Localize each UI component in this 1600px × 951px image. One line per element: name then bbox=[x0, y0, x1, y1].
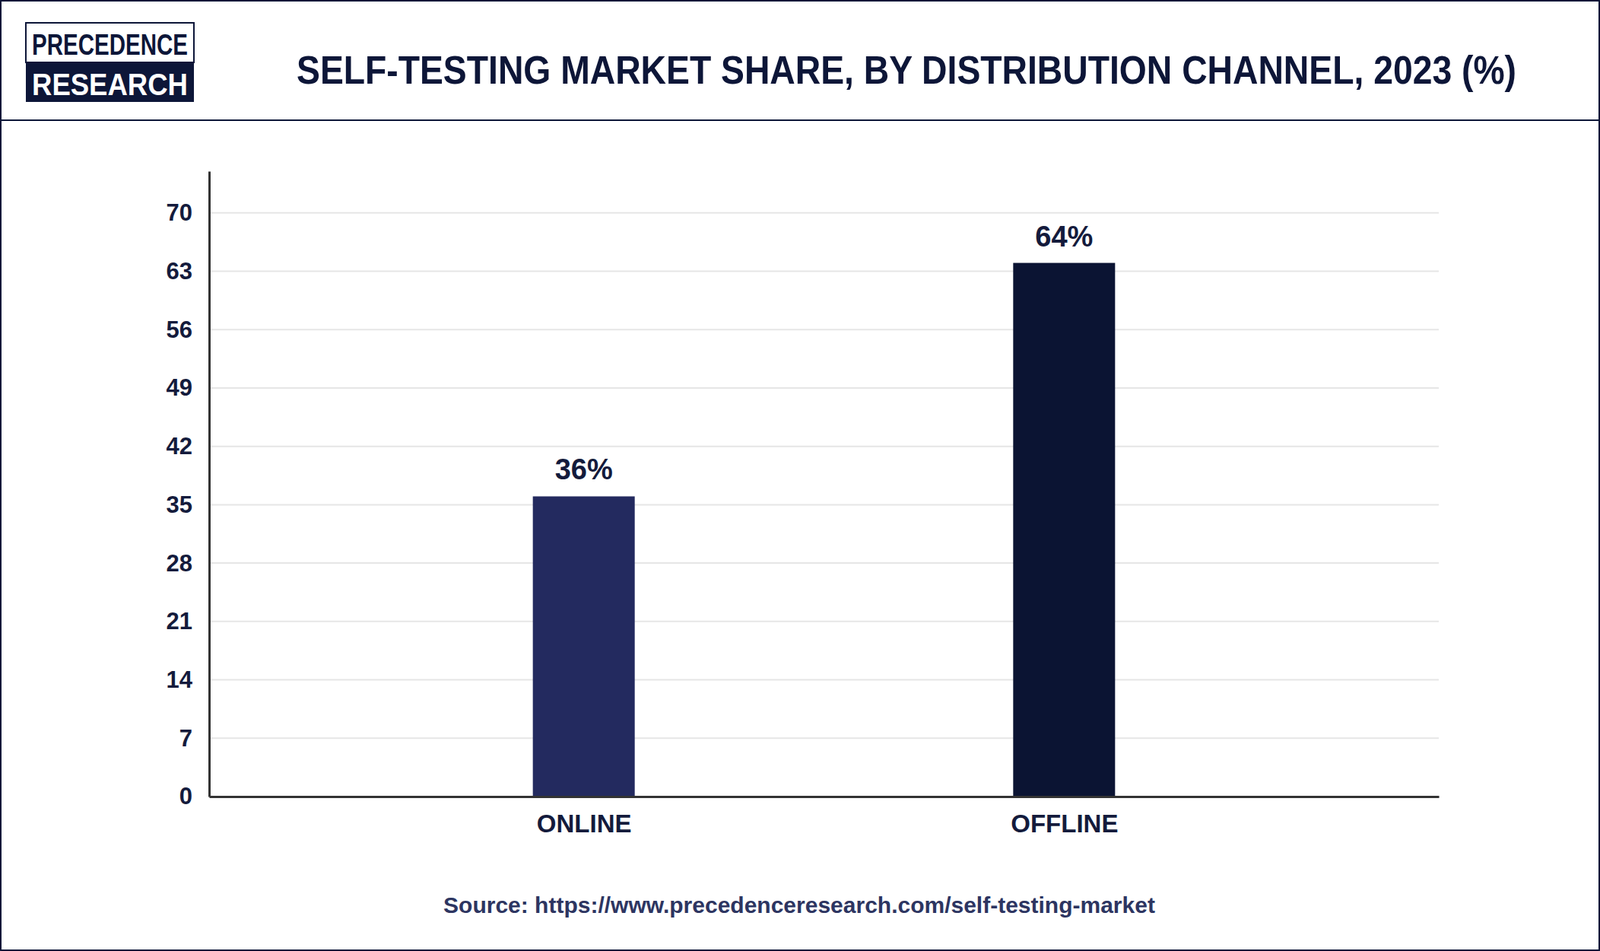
logo-top bbox=[25, 22, 194, 63]
x-tick: OFFLINE bbox=[1010, 796, 1118, 838]
grid-line bbox=[209, 736, 1439, 739]
frame bbox=[0, 0, 1600, 950]
bars bbox=[533, 263, 1116, 797]
y-tick: 21 bbox=[166, 607, 210, 635]
y-tick: 42 bbox=[166, 432, 210, 460]
y-tick-label: 0 bbox=[179, 782, 193, 810]
grid-line bbox=[209, 212, 1439, 214]
y-tick-label: 56 bbox=[166, 316, 193, 343]
header-rule bbox=[0, 119, 1600, 121]
logo-line-2: RESEARCH bbox=[31, 67, 188, 102]
data-labels: 36% 64% bbox=[555, 220, 1094, 486]
logo-bottom bbox=[25, 62, 194, 102]
y-tick: 28 bbox=[166, 549, 210, 577]
data-label: 64% bbox=[1034, 220, 1093, 253]
y-tick-label: 14 bbox=[166, 666, 194, 693]
y-tick: 56 bbox=[166, 316, 210, 343]
grid-line bbox=[209, 328, 1439, 331]
y-tick: 35 bbox=[166, 491, 210, 518]
y-tick-label: 7 bbox=[179, 724, 193, 752]
logo: PRECEDENCE RESEARCH bbox=[25, 22, 194, 102]
y-axis-line bbox=[208, 171, 211, 797]
y-tick: 14 bbox=[166, 666, 210, 693]
grid-line bbox=[209, 679, 1439, 681]
logo-line-1: PRECEDENCE bbox=[31, 28, 188, 61]
y-tick-label: 70 bbox=[166, 199, 193, 226]
x-axis-line bbox=[209, 795, 1440, 798]
y-tick-label: 49 bbox=[166, 374, 193, 401]
grid-line bbox=[209, 270, 1439, 273]
x-tick: ONLINE bbox=[536, 796, 632, 838]
grid-line bbox=[209, 503, 1439, 505]
x-tick-label: OFFLINE bbox=[1010, 809, 1118, 838]
y-tick: 7 bbox=[179, 724, 210, 752]
bar bbox=[533, 495, 635, 797]
y-tick-label: 35 bbox=[166, 491, 193, 518]
grid-line bbox=[209, 620, 1439, 623]
grid bbox=[209, 212, 1439, 797]
grid-line bbox=[209, 387, 1439, 389]
y-tick: 49 bbox=[166, 374, 210, 401]
grid-line bbox=[209, 561, 1439, 564]
y-tick-label: 28 bbox=[166, 549, 193, 577]
grid-line bbox=[209, 445, 1439, 448]
x-axis: ONLINE OFFLINE bbox=[209, 796, 1440, 838]
y-tick-label: 42 bbox=[166, 432, 193, 460]
bar bbox=[1012, 263, 1115, 797]
chart: PRECEDENCE RESEARCH SELF-TESTING MARKET SH… bbox=[0, 0, 1600, 951]
y-tick: 70 bbox=[166, 199, 210, 226]
source: Source: https://www.precedenceresearch.c… bbox=[443, 892, 1156, 918]
y-axis: 0 7 14 21 28 35 42 49 56 63 70 bbox=[166, 171, 210, 810]
y-tick-label: 21 bbox=[166, 607, 193, 635]
data-label: 36% bbox=[555, 453, 613, 486]
title: SELF-TESTING MARKET SHARE, BY DISTRIBUTI… bbox=[296, 47, 1517, 93]
y-tick-label: 63 bbox=[166, 257, 193, 285]
x-tick-label: ONLINE bbox=[536, 809, 632, 838]
y-tick: 63 bbox=[166, 257, 210, 285]
y-tick: 0 bbox=[179, 782, 210, 810]
grid-line bbox=[209, 795, 1439, 797]
